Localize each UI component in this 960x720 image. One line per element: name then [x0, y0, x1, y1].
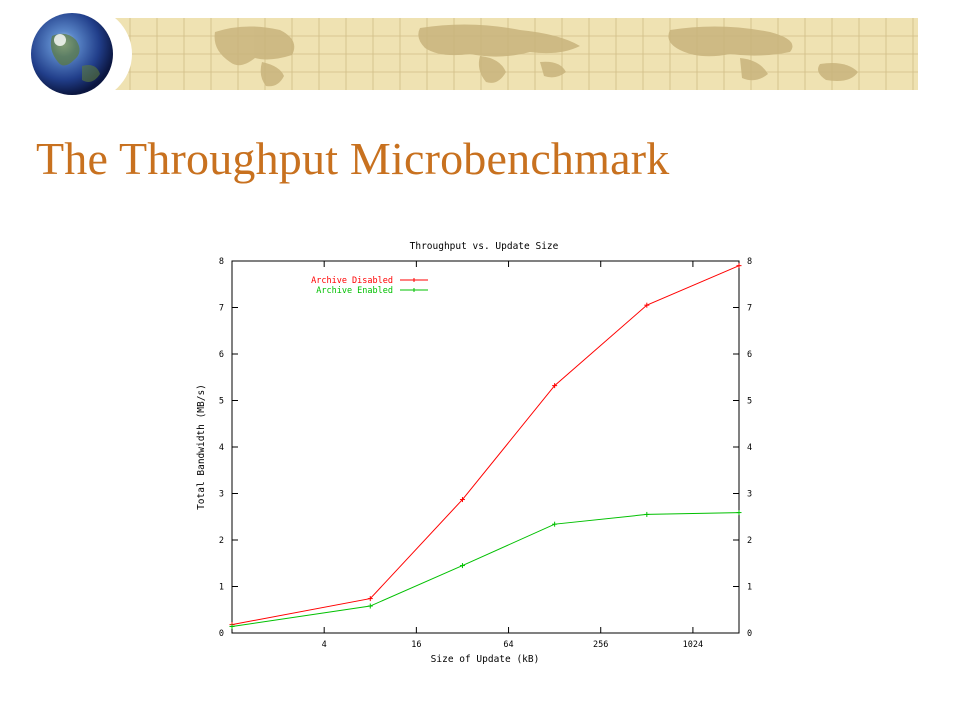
x-tick-label: 64	[503, 640, 513, 650]
y-tick-label-left: 1	[219, 583, 224, 593]
data-point	[367, 603, 373, 609]
y-tick-label-right: 7	[747, 304, 752, 314]
y-tick-label-left: 0	[219, 629, 224, 639]
legend-label: Archive Enabled	[316, 286, 393, 296]
globe-icon	[31, 13, 113, 95]
series-archive-disabled	[229, 263, 742, 628]
data-point	[459, 497, 465, 503]
series-line	[231, 265, 740, 626]
y-tick-label-right: 3	[747, 490, 752, 500]
y-tick-label-right: 0	[747, 629, 752, 639]
data-point	[644, 302, 650, 308]
y-tick-label-right: 1	[747, 583, 752, 593]
header-banner	[31, 6, 918, 102]
y-tick-label-right: 4	[747, 443, 752, 453]
world-map-strip	[112, 18, 918, 90]
plot-frame	[231, 260, 740, 634]
y-tick-label-left: 2	[219, 536, 224, 546]
data-point	[736, 510, 742, 516]
x-tick-label: 16	[411, 640, 421, 650]
chart-title: Throughput vs. Update Size	[410, 241, 559, 252]
y-tick-label-right: 2	[747, 536, 752, 546]
x-tick-label: 256	[593, 640, 608, 650]
slide-title: The Throughput Microbenchmark	[36, 133, 670, 184]
y-tick-label-right: 5	[747, 397, 752, 407]
y-tick-label-left: 5	[219, 397, 224, 407]
y-axis-right: 0 1 2 3 4 5 6 7 8	[733, 257, 752, 639]
y-tick-label-left: 4	[219, 443, 224, 453]
y-tick-label-left: 3	[219, 490, 224, 500]
series-line	[231, 512, 740, 627]
series-archive-enabled	[229, 510, 742, 629]
y-tick-label-left: 8	[219, 257, 224, 267]
data-point	[552, 383, 558, 389]
y-tick-label-left: 7	[219, 304, 224, 314]
x-tick-label: 4	[322, 640, 327, 650]
y-tick-label-right: 8	[747, 257, 752, 267]
throughput-chart: Throughput vs. Update Size 0 1 2 3 4 5 6 7 8 0 1 2…	[196, 241, 752, 665]
data-point	[644, 511, 650, 517]
x-axis-label: Size of Update (kB)	[431, 654, 540, 665]
data-point	[552, 521, 558, 527]
data-point	[736, 263, 742, 269]
x-tick-label: 1024	[683, 640, 703, 650]
series-layer	[229, 263, 742, 629]
y-axis-left: 0 1 2 3 4 5 6 7 8	[219, 257, 238, 639]
data-point	[459, 563, 465, 569]
legend-label: Archive Disabled	[311, 276, 393, 286]
y-axis-label: Total Bandwidth (MB/s)	[196, 384, 207, 510]
y-tick-label-left: 6	[219, 350, 224, 360]
y-tick-label-right: 6	[747, 350, 752, 360]
data-point	[229, 623, 235, 629]
data-point	[367, 596, 373, 602]
x-axis: 4 16 64 256 1024	[322, 261, 703, 650]
